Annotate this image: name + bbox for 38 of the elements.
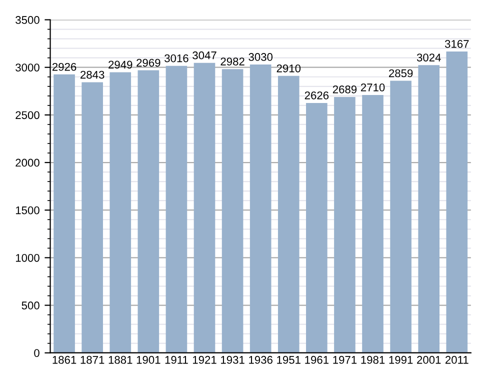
y-tick-label: 2000: [16, 158, 40, 167]
data-label: 2689: [332, 85, 357, 94]
x-tick-label: 1981: [361, 356, 385, 364]
x-tick-label: 1901: [136, 356, 160, 364]
x-tick-label: 1931: [221, 356, 244, 364]
data-label: 2910: [276, 64, 301, 72]
y-tick-label: 0: [34, 349, 40, 357]
data-label: 2710: [360, 84, 385, 92]
data-label: 2626: [304, 91, 329, 100]
x-tick-label: 1921: [192, 356, 216, 364]
x-tick-label: 1951: [277, 356, 300, 364]
x-tick-label: 1871: [80, 356, 104, 364]
y-tick-label: 3500: [16, 16, 40, 24]
data-label: 3024: [416, 54, 441, 62]
data-label: 2926: [52, 62, 76, 71]
data-label: 2949: [108, 60, 132, 69]
data-label: 3030: [248, 53, 273, 61]
x-tick-label: 1861: [52, 356, 76, 364]
x-tick-label: 1881: [108, 356, 132, 364]
y-tick-label: 500: [22, 302, 40, 310]
x-tick-label: 2011: [446, 356, 468, 364]
x-tick-label: 1911: [165, 356, 188, 364]
data-label: 2843: [80, 70, 104, 79]
y-tick-label: 2500: [16, 111, 40, 120]
data-label: 3167: [444, 40, 469, 48]
data-label: 2982: [220, 58, 244, 66]
data-label: 2969: [136, 58, 160, 67]
x-tick-label: 1971: [333, 356, 357, 364]
data-label: 3047: [192, 51, 216, 60]
x-tick-label: 1961: [305, 356, 328, 364]
x-tick-label: 1991: [389, 356, 413, 364]
x-tick-label: 2001: [417, 356, 441, 364]
data-label: 3016: [164, 54, 188, 62]
y-tick-label: 3000: [16, 64, 40, 72]
x-tick-label: 1936: [249, 356, 272, 364]
data-label: 2859: [389, 69, 413, 78]
y-tick-label: 1000: [16, 254, 40, 262]
y-tick-label: 1500: [16, 206, 40, 214]
